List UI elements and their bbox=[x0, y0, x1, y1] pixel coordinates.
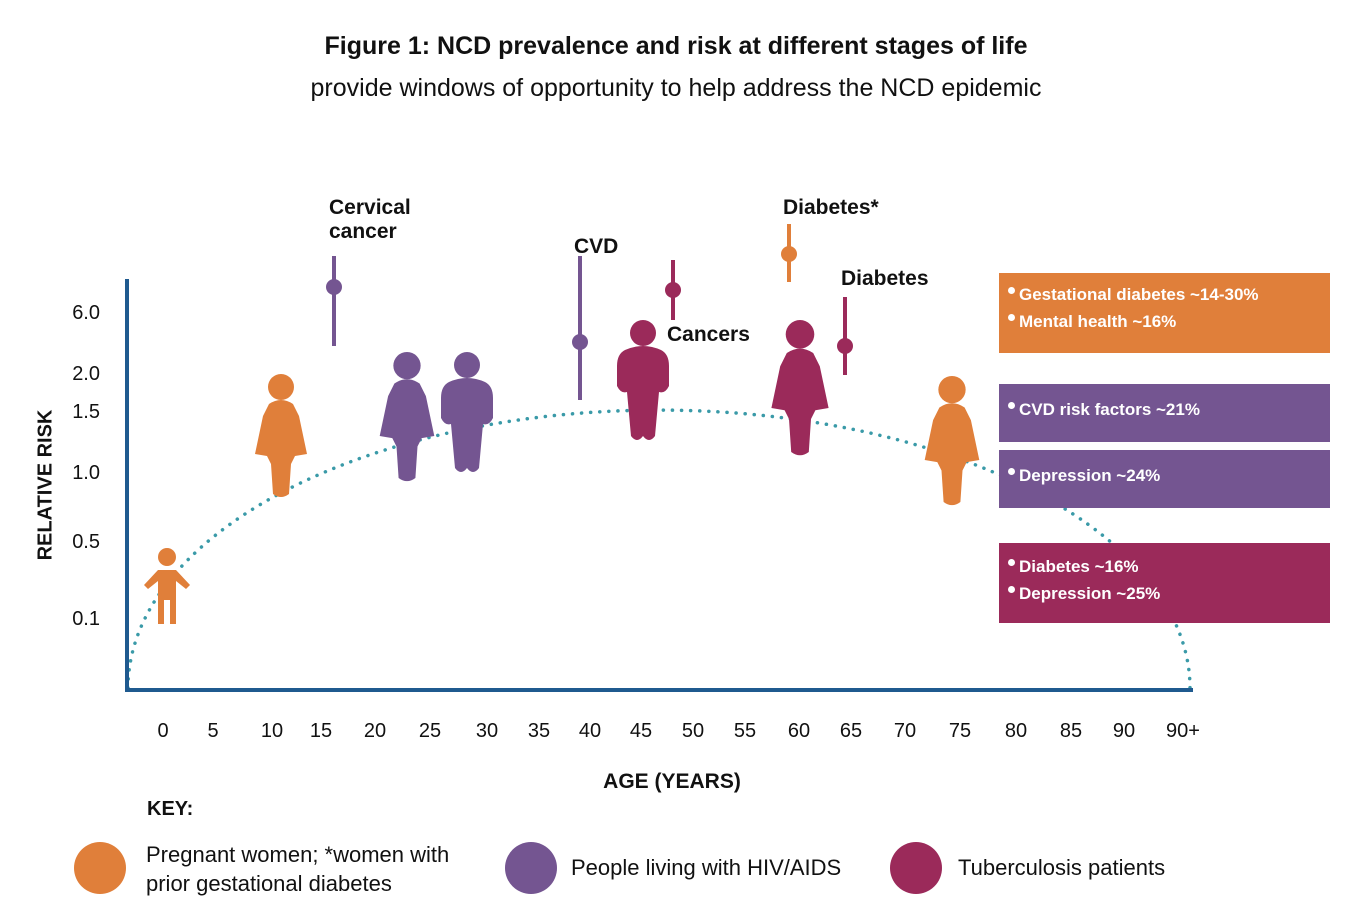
annotation: CVD bbox=[574, 235, 619, 258]
person-icon bbox=[255, 400, 307, 497]
annotation: Diabetes bbox=[841, 267, 929, 290]
key-item: Tuberculosis patients bbox=[958, 855, 1166, 880]
risk-dot bbox=[665, 282, 681, 298]
tick-label: 50 bbox=[681, 720, 705, 742]
key-swatch bbox=[505, 842, 557, 894]
box-item: Depression ~25% bbox=[1008, 584, 1330, 604]
person-icon bbox=[938, 376, 966, 404]
key-item: Pregnant women; *women with prior gestat… bbox=[146, 842, 450, 896]
tick-label: 70 bbox=[893, 720, 917, 742]
tick-label: 0.1 bbox=[72, 608, 100, 630]
key-title: KEY: bbox=[147, 798, 194, 820]
tick-label: 0.5 bbox=[72, 531, 100, 553]
tick-label: 1.0 bbox=[72, 462, 100, 484]
subtitle: provide windows of opportunity to help a… bbox=[310, 74, 1042, 102]
person-icon bbox=[785, 320, 815, 349]
x-axis-label: AGE (YEARS) bbox=[603, 770, 741, 793]
annotation: Cancers bbox=[667, 323, 750, 346]
tick-label: 25 bbox=[418, 720, 442, 742]
key-swatch bbox=[74, 842, 126, 894]
tick-label: 40 bbox=[578, 720, 602, 742]
person-icon bbox=[441, 378, 493, 472]
tick-label: 35 bbox=[527, 720, 551, 742]
person-icon bbox=[454, 352, 480, 378]
tick-label: 1.5 bbox=[72, 401, 100, 423]
tick-label: 85 bbox=[1059, 720, 1083, 742]
tick-label: 55 bbox=[733, 720, 757, 742]
annotation: Diabetes* bbox=[783, 196, 879, 219]
person-icon bbox=[771, 348, 829, 456]
info-box: Gestational diabetes ~14-30% Mental heal… bbox=[999, 273, 1330, 353]
person-icon bbox=[630, 320, 656, 346]
icons bbox=[144, 224, 980, 624]
info-box: Depression ~24% bbox=[999, 450, 1330, 508]
tick-label: 80 bbox=[1004, 720, 1028, 742]
tick-label: 15 bbox=[309, 720, 333, 742]
tick-label: 60 bbox=[787, 720, 811, 742]
tick-label: 75 bbox=[948, 720, 972, 742]
tick-label: 2.0 bbox=[72, 363, 100, 385]
box-item: Diabetes ~16% bbox=[1008, 557, 1330, 577]
info-box: Diabetes ~16% Depression ~25% bbox=[999, 543, 1330, 623]
person-icon bbox=[393, 352, 421, 380]
tick-label: 0 bbox=[157, 720, 169, 742]
tick-label: 45 bbox=[629, 720, 653, 742]
box-item: Gestational diabetes ~14-30% bbox=[1008, 285, 1330, 305]
annotation: Cervical cancer bbox=[329, 196, 411, 243]
person-icon bbox=[617, 346, 669, 440]
person-icon bbox=[144, 570, 190, 624]
tick-label: 10 bbox=[260, 720, 284, 742]
risk-dot bbox=[572, 334, 588, 350]
box-item: Depression ~24% bbox=[1008, 466, 1330, 486]
title: Figure 1: NCD prevalence and risk at dif… bbox=[324, 32, 1028, 60]
tick-label: 65 bbox=[839, 720, 863, 742]
person-icon bbox=[379, 379, 435, 482]
info-box: CVD risk factors ~21% bbox=[999, 384, 1330, 442]
person-icon bbox=[924, 403, 980, 506]
tick-label: 30 bbox=[475, 720, 499, 742]
risk-dot bbox=[781, 246, 797, 262]
person-icon bbox=[158, 548, 176, 566]
key-item: People living with HIV/AIDS bbox=[571, 855, 842, 880]
tick-label: 20 bbox=[363, 720, 387, 742]
tick-label: 90+ bbox=[1166, 720, 1200, 742]
tick-label: 90 bbox=[1112, 720, 1136, 742]
tick-label: 5 bbox=[207, 720, 219, 742]
key-swatch bbox=[890, 842, 942, 894]
tick-label: 6.0 bbox=[72, 302, 100, 324]
box-item: Mental health ~16% bbox=[1008, 312, 1330, 332]
risk-dot bbox=[837, 338, 853, 354]
box-item: CVD risk factors ~21% bbox=[1008, 400, 1330, 420]
risk-dot bbox=[326, 279, 342, 295]
person-icon bbox=[268, 374, 294, 400]
